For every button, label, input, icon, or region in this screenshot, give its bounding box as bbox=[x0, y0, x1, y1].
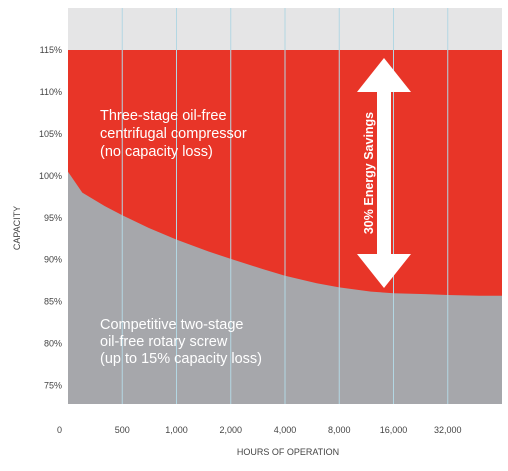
x-axis-title: HOURS OF OPERATION bbox=[237, 447, 339, 457]
y-tick-label: 80% bbox=[44, 339, 62, 349]
centrifugal-label-line: Three-stage oil-free bbox=[100, 108, 227, 124]
axis-ticks: 500 1,000 2,000 4,000 8,000 16,000 32,000 0 75% 8… bbox=[12, 45, 462, 457]
energy-savings-arrow bbox=[357, 58, 411, 288]
x-tick-label: 32,000 bbox=[434, 425, 462, 435]
y-axis-title: CAPACITY bbox=[12, 206, 22, 250]
screw-label-line: oil-free rotary screw bbox=[100, 334, 228, 350]
y-tick-label: 75% bbox=[44, 381, 62, 391]
y-tick-label: 105% bbox=[39, 129, 62, 139]
y-tick-label: 115% bbox=[40, 45, 62, 55]
energy-savings-label: 30% Energy Savings bbox=[362, 112, 376, 234]
annotations: Three-stage oil-free centrifugal compress… bbox=[100, 58, 411, 367]
x-tick-label: 1,000 bbox=[165, 425, 188, 435]
x-tick-label: 2,000 bbox=[219, 425, 242, 435]
screw-label-line: Competitive two-stage bbox=[100, 317, 243, 333]
y-tick-label: 100% bbox=[39, 171, 62, 181]
y-tick-label: 90% bbox=[44, 255, 62, 265]
centrifugal-label-line: centrifugal compressor bbox=[100, 126, 247, 142]
screw-label-line: (up to 15% capacity loss) bbox=[100, 351, 262, 367]
y-tick-label: 0 bbox=[57, 425, 62, 435]
centrifugal-label-line: (no capacity loss) bbox=[100, 144, 213, 160]
x-tick-label: 4,000 bbox=[274, 425, 297, 435]
y-tick-label: 110% bbox=[40, 87, 62, 97]
x-tick-label: 16,000 bbox=[380, 425, 408, 435]
y-tick-label: 85% bbox=[44, 297, 62, 307]
x-tick-label: 8,000 bbox=[328, 425, 351, 435]
x-tick-label: 500 bbox=[115, 425, 130, 435]
plot-area bbox=[68, 8, 502, 404]
y-tick-label: 95% bbox=[44, 213, 62, 223]
